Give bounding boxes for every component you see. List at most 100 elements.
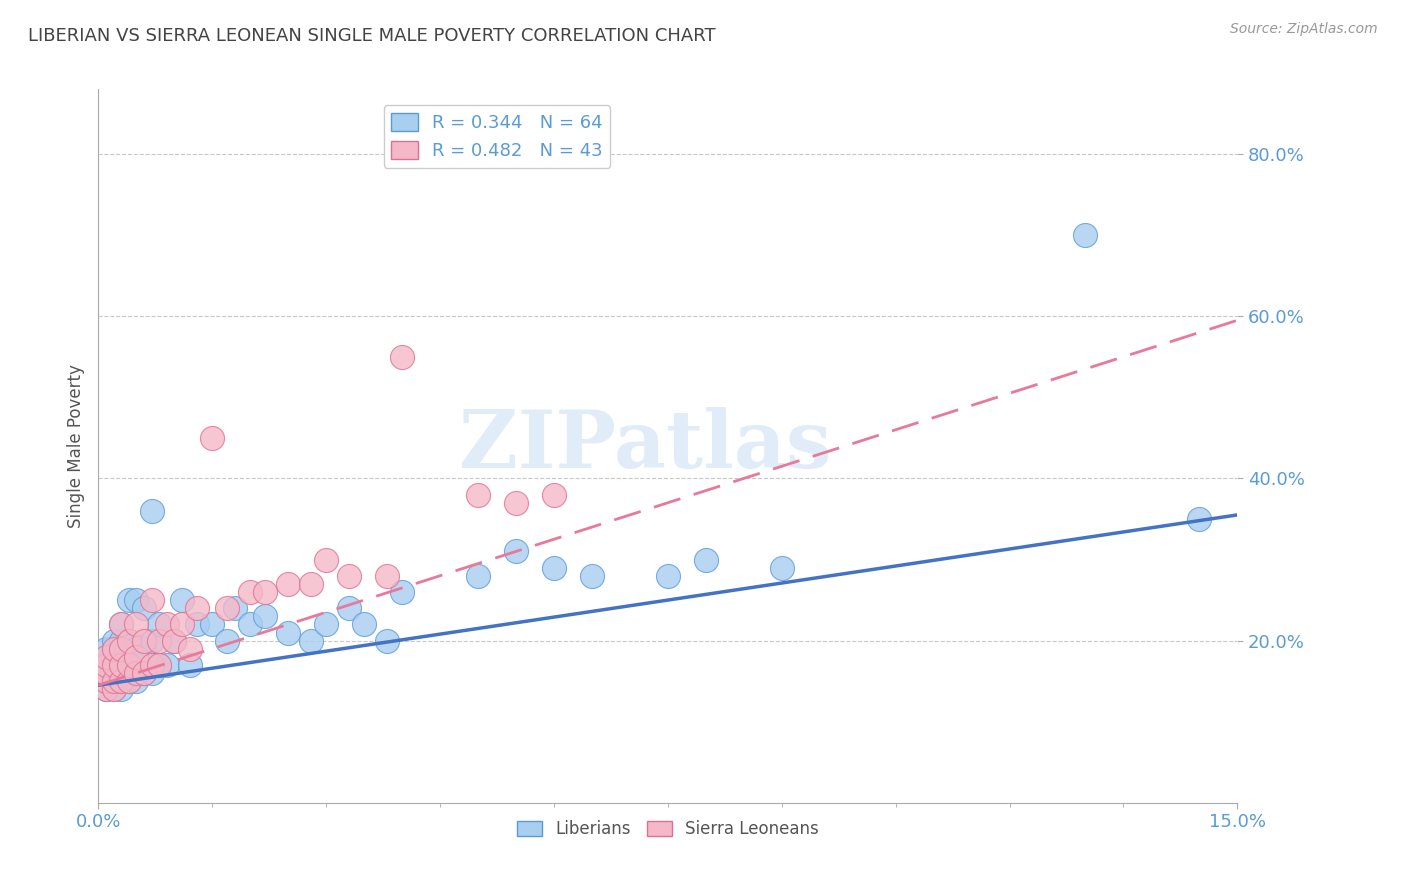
Point: [94, 649, 117, 664]
Point: [543, 560, 565, 574]
Point: [657, 568, 679, 582]
Point: [125, 674, 148, 689]
Point: [94, 666, 117, 681]
Point: [315, 617, 337, 632]
Point: [110, 682, 132, 697]
Point: [467, 488, 489, 502]
Point: [94, 666, 117, 681]
Point: [148, 657, 170, 672]
Point: [201, 431, 224, 445]
Point: [375, 568, 398, 582]
Point: [103, 657, 125, 672]
Point: [148, 617, 170, 632]
Point: [375, 633, 398, 648]
Point: [391, 585, 413, 599]
Point: [299, 633, 322, 648]
Point: [505, 544, 527, 558]
Point: [94, 657, 117, 672]
Point: [353, 617, 375, 632]
Point: [277, 577, 299, 591]
Point: [118, 593, 141, 607]
Point: [110, 657, 132, 672]
Point: [110, 617, 132, 632]
Point: [186, 601, 208, 615]
Point: [103, 674, 125, 689]
Point: [125, 593, 148, 607]
Point: [110, 649, 132, 664]
Point: [224, 601, 246, 615]
Point: [118, 633, 141, 648]
Point: [110, 674, 132, 689]
Point: [103, 674, 125, 689]
Point: [148, 657, 170, 672]
Point: [337, 601, 360, 615]
Point: [163, 633, 186, 648]
Point: [163, 633, 186, 648]
Point: [254, 609, 277, 624]
Point: [1188, 512, 1211, 526]
Point: [118, 666, 141, 681]
Point: [179, 657, 201, 672]
Point: [217, 601, 239, 615]
Legend: Liberians, Sierra Leoneans: Liberians, Sierra Leoneans: [510, 814, 825, 845]
Point: [156, 657, 179, 672]
Point: [94, 674, 117, 689]
Y-axis label: Single Male Poverty: Single Male Poverty: [66, 364, 84, 528]
Point: [467, 568, 489, 582]
Point: [315, 552, 337, 566]
Point: [94, 641, 117, 656]
Point: [505, 496, 527, 510]
Point: [94, 649, 117, 664]
Point: [141, 657, 163, 672]
Point: [103, 633, 125, 648]
Point: [254, 585, 277, 599]
Point: [103, 682, 125, 697]
Point: [132, 666, 155, 681]
Point: [186, 617, 208, 632]
Point: [118, 674, 141, 689]
Point: [239, 585, 262, 599]
Point: [581, 568, 603, 582]
Point: [118, 649, 141, 664]
Point: [277, 625, 299, 640]
Point: [239, 617, 262, 632]
Point: [217, 633, 239, 648]
Text: Source: ZipAtlas.com: Source: ZipAtlas.com: [1230, 22, 1378, 37]
Point: [103, 641, 125, 656]
Point: [170, 593, 193, 607]
Point: [770, 560, 793, 574]
Point: [103, 666, 125, 681]
Point: [110, 617, 132, 632]
Point: [299, 577, 322, 591]
Point: [118, 674, 141, 689]
Point: [141, 666, 163, 681]
Point: [110, 641, 132, 656]
Point: [125, 649, 148, 664]
Point: [543, 488, 565, 502]
Point: [170, 617, 193, 632]
Point: [94, 674, 117, 689]
Point: [118, 657, 141, 672]
Point: [125, 657, 148, 672]
Point: [110, 657, 132, 672]
Point: [141, 633, 163, 648]
Point: [110, 674, 132, 689]
Text: ZIPatlas: ZIPatlas: [458, 407, 831, 485]
Point: [148, 633, 170, 648]
Point: [132, 641, 155, 656]
Point: [179, 641, 201, 656]
Text: LIBERIAN VS SIERRA LEONEAN SINGLE MALE POVERTY CORRELATION CHART: LIBERIAN VS SIERRA LEONEAN SINGLE MALE P…: [28, 27, 716, 45]
Point: [337, 568, 360, 582]
Point: [125, 617, 148, 632]
Point: [201, 617, 224, 632]
Point: [125, 666, 148, 681]
Point: [391, 350, 413, 364]
Point: [1074, 228, 1097, 243]
Point: [695, 552, 717, 566]
Point: [94, 666, 117, 681]
Point: [125, 641, 148, 656]
Point: [110, 633, 132, 648]
Point: [94, 682, 117, 697]
Point: [103, 649, 125, 664]
Point: [103, 657, 125, 672]
